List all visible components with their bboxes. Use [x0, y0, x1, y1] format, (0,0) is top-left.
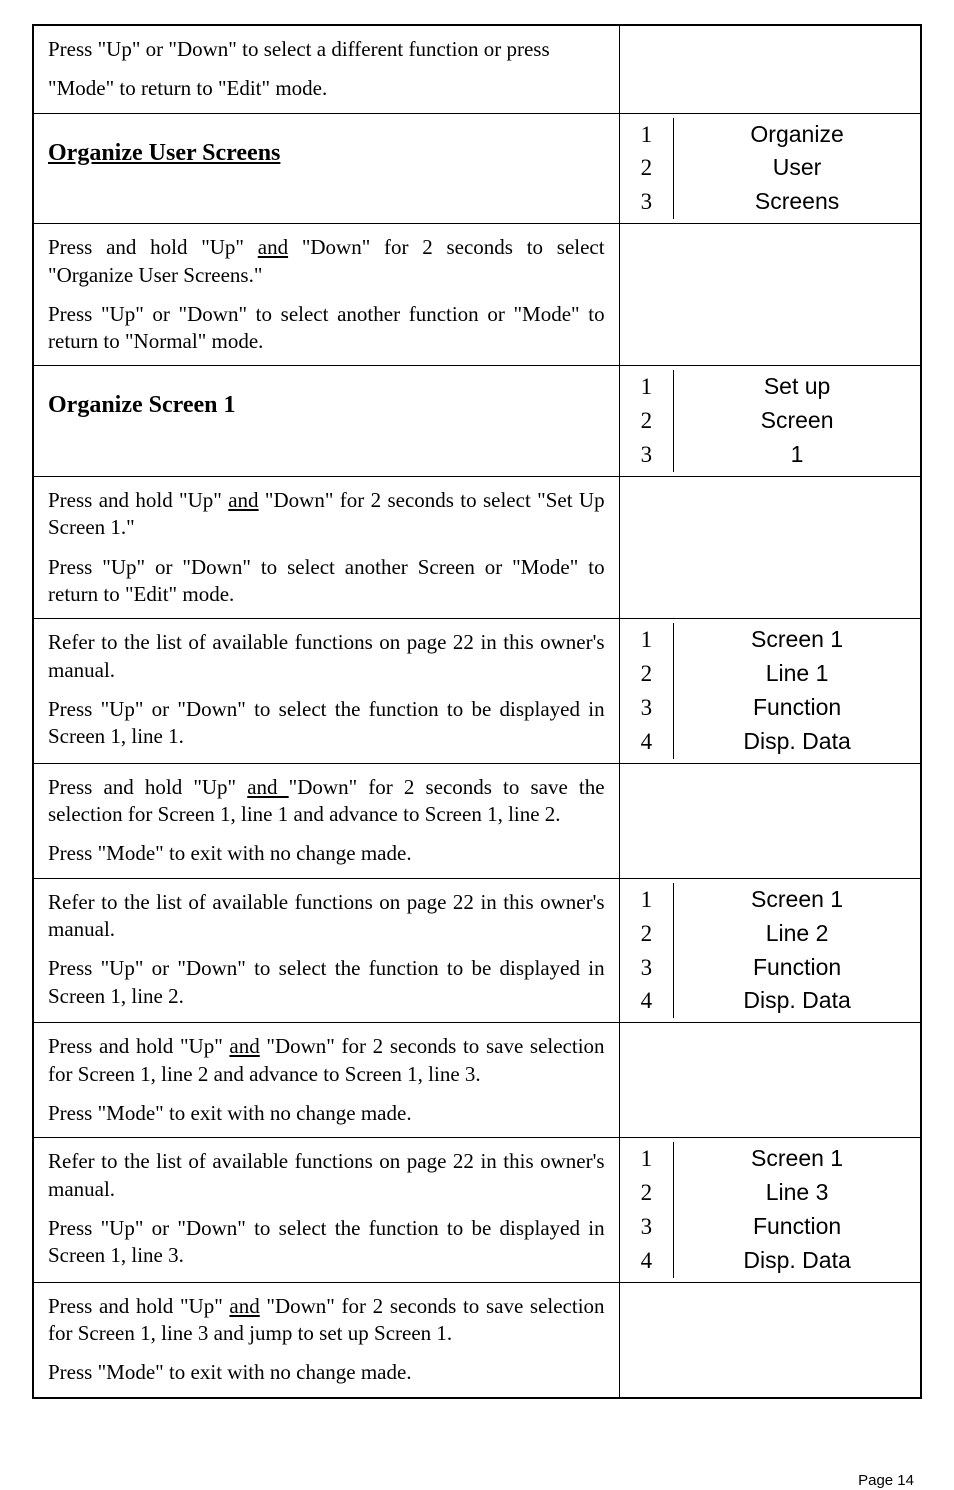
table-row: Press and hold "Up" and "Down" for 2 sec…: [33, 224, 921, 366]
display-line-value: Organize: [674, 118, 920, 152]
display-line-value: Line 3: [674, 1176, 920, 1210]
table-row: Organize Screen 11Set up2Screen31: [33, 366, 921, 477]
display-cell: 1Set up2Screen31: [619, 366, 921, 477]
display-line-number: 4: [620, 1244, 674, 1278]
display-panel: 1Screen 12Line 13Function4Disp. Data: [620, 623, 920, 759]
table-row: Refer to the list of available functions…: [33, 878, 921, 1023]
instruction-cell: Press and hold "Up" and "Down" for 2 sec…: [33, 763, 619, 878]
instruction-cell: Press and hold "Up" and "Down" for 2 sec…: [33, 1023, 619, 1138]
instruction-text: Press "Mode" to exit with no change made…: [48, 840, 605, 867]
empty-display-cell: [619, 224, 921, 366]
display-line-number: 3: [620, 185, 674, 219]
instruction-cell: Press and hold "Up" and "Down" for 2 sec…: [33, 1282, 619, 1397]
instruction-cell: Refer to the list of available functions…: [33, 878, 619, 1023]
display-line-value: Disp. Data: [674, 984, 920, 1018]
table-row: Refer to the list of available functions…: [33, 1138, 921, 1283]
heading-cell: Organize Screen 1: [33, 366, 619, 477]
instruction-table: Press "Up" or "Down" to select a differe…: [32, 24, 922, 1399]
empty-display-cell: [619, 763, 921, 878]
display-line-value: Screens: [674, 185, 920, 219]
instruction-text: Press and hold "Up" and "Down" for 2 sec…: [48, 487, 605, 542]
display-panel: 1Organize2User3Screens: [620, 118, 920, 220]
display-line-number: 2: [620, 404, 674, 438]
heading-cell: Organize User Screens: [33, 113, 619, 224]
display-line-value: Line 1: [674, 657, 920, 691]
instruction-text: Press "Up" or "Down" to select the funct…: [48, 696, 605, 751]
display-line-value: Screen 1: [674, 883, 920, 917]
instruction-text: Press "Up" or "Down" to select another S…: [48, 554, 605, 609]
display-line-number: 3: [620, 951, 674, 985]
instruction-text: Press "Up" or "Down" to select another f…: [48, 301, 605, 356]
display-cell: 1Organize2User3Screens: [619, 113, 921, 224]
table-row: Refer to the list of available functions…: [33, 619, 921, 764]
display-line-number: 2: [620, 657, 674, 691]
instruction-text: Refer to the list of available functions…: [48, 1148, 605, 1203]
display-line-value: Disp. Data: [674, 725, 920, 759]
display-line-number: 1: [620, 118, 674, 152]
table-row: Press and hold "Up" and "Down" for 2 sec…: [33, 763, 921, 878]
instruction-text: Press and hold "Up" and "Down" for 2 sec…: [48, 1033, 605, 1088]
instruction-cell: Press and hold "Up" and "Down" for 2 sec…: [33, 477, 619, 619]
table-row: Press "Up" or "Down" to select a differe…: [33, 25, 921, 113]
section-title: Organize Screen 1: [48, 392, 236, 418]
display-line-number: 1: [620, 883, 674, 917]
display-panel: 1Screen 12Line 23Function4Disp. Data: [620, 883, 920, 1019]
instruction-text: Press and hold "Up" and "Down" for 2 sec…: [48, 774, 605, 829]
section-title: Organize User Screens: [48, 140, 280, 166]
document-page: Press "Up" or "Down" to select a differe…: [0, 0, 954, 1447]
empty-display-cell: [619, 477, 921, 619]
display-line-number: 4: [620, 984, 674, 1018]
empty-display-cell: [619, 1023, 921, 1138]
table-row: Press and hold "Up" and "Down" for 2 sec…: [33, 1023, 921, 1138]
instruction-text: Press "Up" or "Down" to select a differe…: [48, 36, 605, 63]
instruction-cell: Press and hold "Up" and "Down" for 2 sec…: [33, 224, 619, 366]
instruction-cell: Refer to the list of available functions…: [33, 619, 619, 764]
instruction-text: Press "Up" or "Down" to select the funct…: [48, 1215, 605, 1270]
instruction-text: "Mode" to return to "Edit" mode.: [48, 75, 605, 102]
table-row: Organize User Screens1Organize2User3Scre…: [33, 113, 921, 224]
display-line-number: 3: [620, 691, 674, 725]
display-line-value: Set up: [674, 370, 920, 404]
instruction-text: Press and hold "Up" and "Down" for 2 sec…: [48, 1293, 605, 1348]
instruction-text: Press "Mode" to exit with no change made…: [48, 1100, 605, 1127]
display-line-number: 1: [620, 1142, 674, 1176]
table-row: Press and hold "Up" and "Down" for 2 sec…: [33, 1282, 921, 1397]
instruction-text: Refer to the list of available functions…: [48, 889, 605, 944]
display-line-value: Line 2: [674, 917, 920, 951]
instruction-text: Press "Up" or "Down" to select the funct…: [48, 955, 605, 1010]
display-cell: 1Screen 12Line 13Function4Disp. Data: [619, 619, 921, 764]
display-line-number: 3: [620, 1210, 674, 1244]
display-line-value: Function: [674, 691, 920, 725]
table-row: Press and hold "Up" and "Down" for 2 sec…: [33, 477, 921, 619]
display-line-value: 1: [674, 438, 920, 472]
display-panel: 1Set up2Screen31: [620, 370, 920, 472]
instruction-text: Press "Mode" to exit with no change made…: [48, 1359, 605, 1386]
page-footer: Page 14: [0, 1471, 954, 1490]
display-line-number: 4: [620, 725, 674, 759]
display-line-number: 2: [620, 151, 674, 185]
display-panel: 1Screen 12Line 33Function4Disp. Data: [620, 1142, 920, 1278]
page-number: Page 14: [858, 1472, 914, 1489]
empty-display-cell: [619, 1282, 921, 1397]
display-line-value: Function: [674, 951, 920, 985]
display-line-number: 2: [620, 1176, 674, 1210]
display-line-number: 3: [620, 438, 674, 472]
display-line-number: 1: [620, 623, 674, 657]
display-line-value: Screen 1: [674, 1142, 920, 1176]
instruction-text: Press and hold "Up" and "Down" for 2 sec…: [48, 234, 605, 289]
display-cell: 1Screen 12Line 33Function4Disp. Data: [619, 1138, 921, 1283]
instruction-text: Refer to the list of available functions…: [48, 629, 605, 684]
display-line-value: Screen: [674, 404, 920, 438]
display-cell: 1Screen 12Line 23Function4Disp. Data: [619, 878, 921, 1023]
display-line-value: User: [674, 151, 920, 185]
display-line-value: Disp. Data: [674, 1244, 920, 1278]
display-line-value: Function: [674, 1210, 920, 1244]
instruction-cell: Press "Up" or "Down" to select a differe…: [33, 25, 619, 113]
display-line-number: 1: [620, 370, 674, 404]
empty-display-cell: [619, 25, 921, 113]
display-line-number: 2: [620, 917, 674, 951]
instruction-cell: Refer to the list of available functions…: [33, 1138, 619, 1283]
display-line-value: Screen 1: [674, 623, 920, 657]
